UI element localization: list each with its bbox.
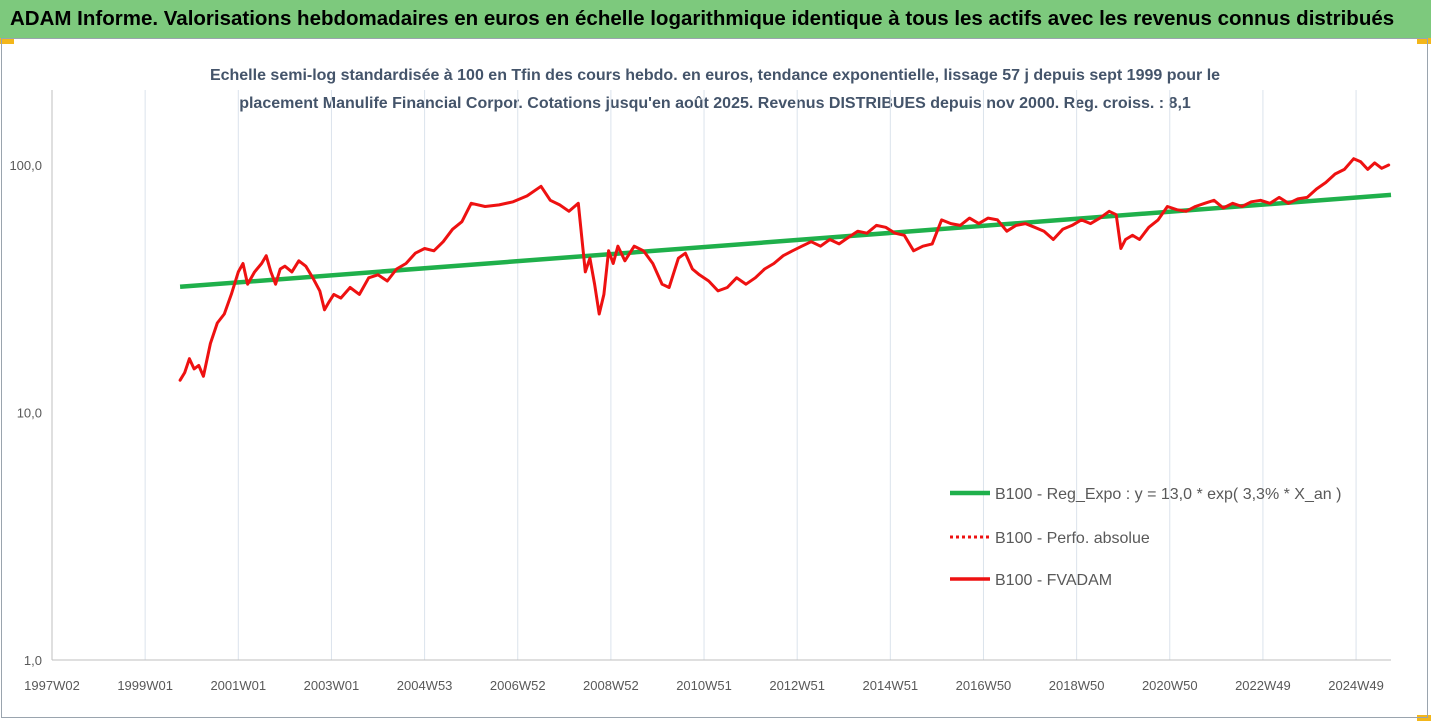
chart-subtitle-line-2: placement Manulife Financial Corpor. Cot… [239, 95, 1191, 112]
corner-marker-left [0, 38, 14, 44]
y-axis-ticks: 1,0 10,0 100,0 [9, 158, 42, 668]
x-tick-label: 2006W52 [490, 678, 546, 693]
x-tick-label: 1997W02 [24, 678, 80, 693]
x-tick-label: 2016W50 [956, 678, 1012, 693]
x-tick-label: 2022W49 [1235, 678, 1291, 693]
x-tick-label: 2012W51 [769, 678, 825, 693]
x-tick-label: 2018W50 [1049, 678, 1105, 693]
series-layer [178, 157, 1392, 382]
x-tick-label: 2014W51 [863, 678, 919, 693]
chart-frame [1, 38, 1428, 718]
x-tick-label: 2024W49 [1328, 678, 1384, 693]
x-tick-label: 2004W53 [397, 678, 453, 693]
x-tick-label: 2001W01 [210, 678, 266, 693]
chart-subtitle-line-1: Echelle semi-log standardisée à 100 en T… [209, 67, 1221, 84]
report-title: ADAM Informe. Valorisations hebdomadaire… [0, 0, 1431, 38]
x-tick-label: 2010W51 [676, 678, 732, 693]
trend-line [179, 192, 1392, 290]
legend-label-1: B100 - Reg_Expo : y = 13,0 * exp( 3,3% *… [995, 486, 1341, 503]
x-axis-ticks: 1997W02 1999W01 2001W01 2003W01 2004W53 2006W… [24, 678, 1384, 693]
x-tick-label: 2003W01 [304, 678, 360, 693]
chart-subtitle: Echelle semi-log standardisée à 100 en T… [140, 62, 1290, 118]
vertical-grid [51, 90, 1357, 660]
legend-label-3: B100 - FVADAM [995, 572, 1112, 589]
x-tick-label: 1999W01 [117, 678, 173, 693]
fvadam-series-line [178, 157, 1391, 382]
legend: B100 - Reg_Expo : y = 13,0 * exp( 3,3% *… [950, 486, 1341, 589]
x-tick-label: 2008W52 [583, 678, 639, 693]
legend-label-2: B100 - Perfo. absolue [995, 530, 1150, 547]
corner-marker-bottom-right [1417, 715, 1431, 721]
corner-marker-right [1417, 38, 1431, 44]
y-tick-label: 1,0 [24, 653, 42, 668]
y-tick-label: 100,0 [9, 158, 42, 173]
y-tick-label: 10,0 [17, 406, 42, 421]
x-tick-label: 2020W50 [1142, 678, 1198, 693]
